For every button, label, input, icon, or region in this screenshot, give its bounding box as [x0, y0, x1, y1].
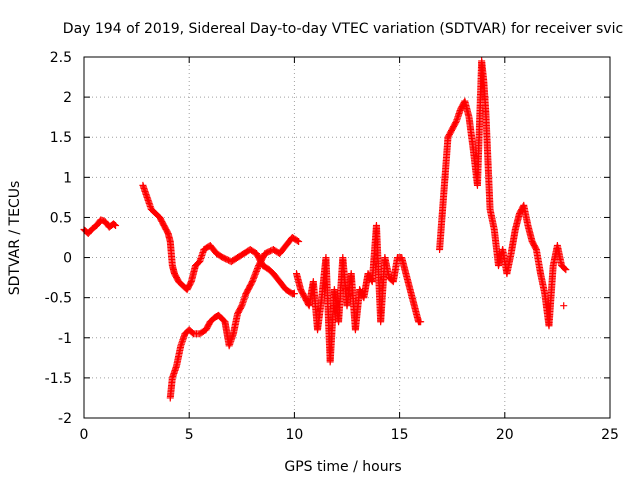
y-tick-label: 0 — [63, 251, 72, 267]
y-tick-label: 2.5 — [50, 50, 72, 66]
y-tick-label: -0.5 — [45, 291, 72, 307]
y-tick-label: -1 — [58, 331, 72, 347]
x-tick-label: 0 — [80, 427, 89, 443]
y-tick-label: 2 — [63, 90, 72, 106]
y-tick-label: 1.5 — [50, 130, 72, 146]
y-axis-label: SDTVAR / TECUs — [7, 181, 23, 296]
plot-frame — [83, 56, 611, 419]
data-point — [417, 318, 425, 326]
x-tick-label: 15 — [391, 427, 409, 443]
x-tick-label: 10 — [285, 427, 303, 443]
data-point — [290, 290, 298, 298]
data-point — [293, 237, 301, 245]
grid-lines — [84, 57, 610, 418]
x-tick-label: 25 — [601, 427, 619, 443]
data-point — [562, 266, 570, 274]
y-tick-label: 1 — [63, 170, 72, 186]
y-tick-label: 0.5 — [50, 210, 72, 226]
chart-title: Day 194 of 2019, Sidereal Day-to-day VTE… — [63, 21, 623, 37]
data-point — [112, 221, 120, 229]
y-tick-label: -1.5 — [45, 371, 72, 387]
data-point — [111, 221, 119, 229]
y-tick-label: -2 — [58, 411, 72, 427]
x-axis-label: GPS time / hours — [284, 459, 401, 475]
data-point — [295, 238, 303, 246]
data-point — [561, 265, 569, 273]
x-tick-label: 20 — [496, 427, 514, 443]
data-markers — [80, 57, 570, 402]
axis-ticks: 0 5 10 15 20 25 -2 -1.5 -1 -0.5 0 0.5 1 1.5 2 2.5 — [45, 50, 619, 443]
x-tick-label: 5 — [185, 427, 194, 443]
data-point — [560, 302, 568, 310]
